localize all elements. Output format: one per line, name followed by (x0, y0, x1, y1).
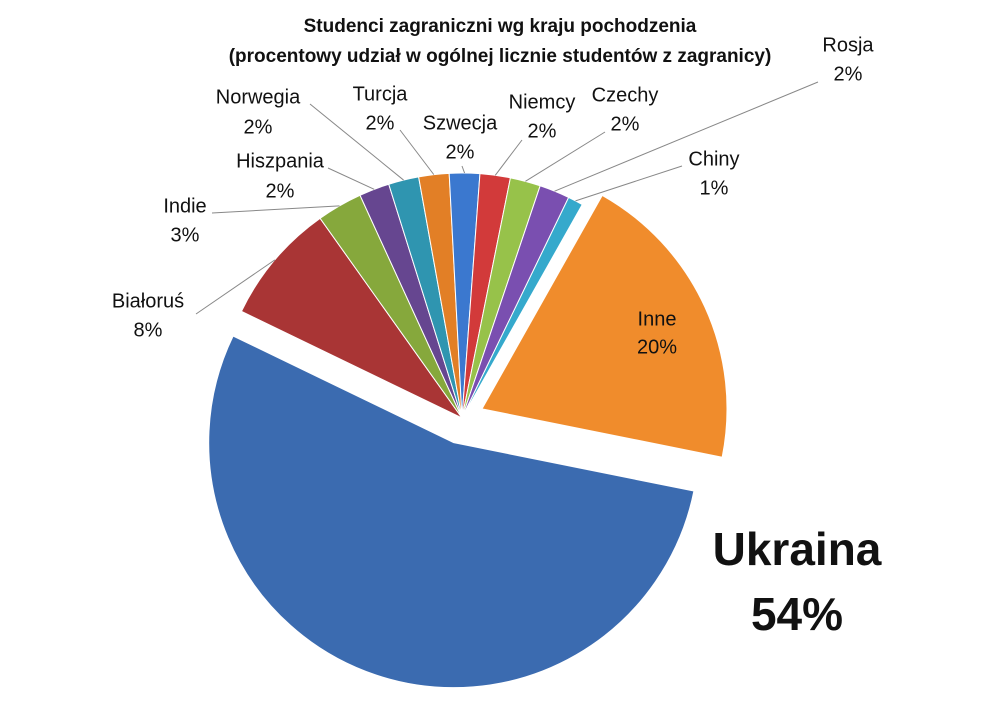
slice (481, 194, 728, 458)
value-label: 2% (366, 112, 395, 134)
value-label: 2% (446, 141, 475, 163)
value-label: 20% (637, 336, 677, 358)
leader-line (327, 167, 375, 190)
slice (240, 217, 463, 419)
slice-label: Norwegia (216, 86, 301, 108)
value-label: 54% (751, 588, 843, 640)
chart-subtitle: (procentowy udział w ogólnej licznie stu… (229, 46, 772, 67)
slice-label: Turcja (353, 83, 409, 105)
leader-line (461, 165, 466, 174)
value-label: 1% (700, 177, 729, 199)
slice-label: Hiszpania (236, 150, 325, 172)
slice-label: Inne (638, 308, 677, 330)
slice-label: Niemcy (509, 91, 576, 113)
leader-line (575, 165, 683, 202)
value-label: 2% (611, 113, 640, 135)
slice-label: Chiny (688, 148, 739, 170)
value-label: 2% (244, 116, 273, 138)
leader-line (525, 131, 606, 182)
leader-line (554, 81, 819, 192)
value-label: 2% (528, 120, 557, 142)
value-label: 2% (834, 63, 863, 85)
chart-title: Studenci zagraniczni wg kraju pochodzeni… (304, 16, 697, 37)
slice (461, 196, 583, 419)
value-label: 8% (134, 319, 163, 341)
slice-label: Indie (163, 195, 206, 217)
slice-label: Ukraina (713, 523, 882, 575)
leader-line (211, 205, 340, 214)
value-label: 3% (171, 224, 200, 246)
value-label: 2% (266, 180, 295, 202)
leader-line (309, 103, 404, 181)
leader-line (399, 129, 435, 175)
slice (208, 335, 695, 689)
leader-line (195, 259, 276, 315)
slice-label: Rosja (822, 34, 874, 56)
leader-line (494, 139, 523, 176)
slice-label: Białoruś (112, 290, 184, 312)
slice-label: Szwecja (423, 112, 498, 134)
slice-label: Czechy (592, 84, 659, 106)
